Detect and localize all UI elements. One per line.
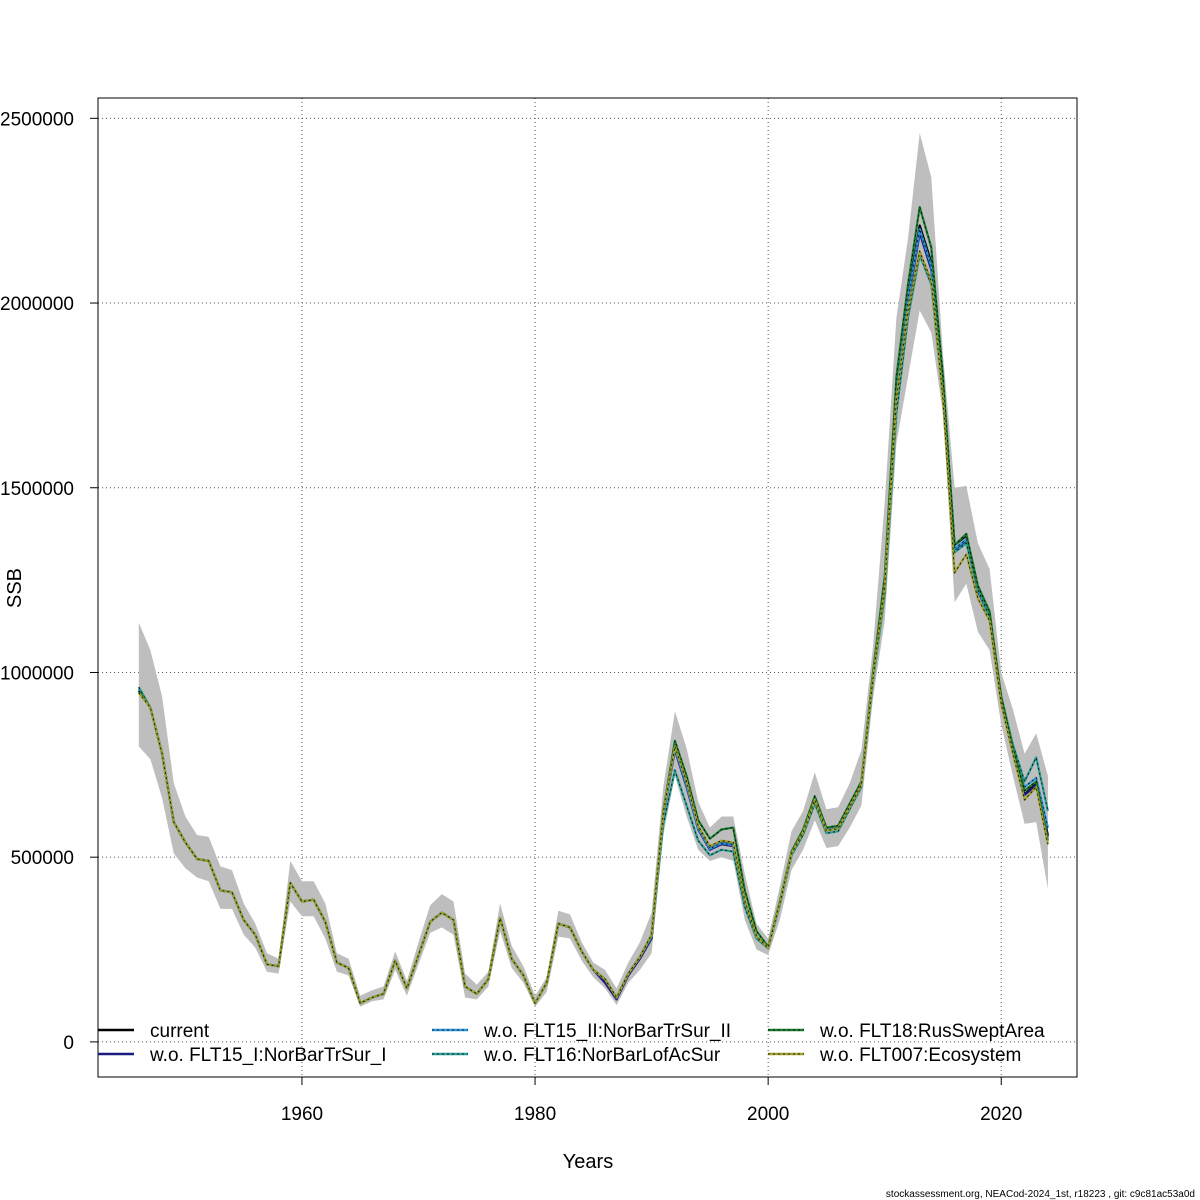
- x-tick-label: 2000: [747, 1104, 789, 1125]
- y-tick-label: 2500000: [0, 109, 74, 130]
- series-line-dash-5: [138, 249, 1049, 1005]
- legend-label-2: w.o. FLT15_II:NorBarTrSur_II: [483, 1021, 731, 1042]
- x-tick-label: 1960: [281, 1104, 323, 1125]
- legend-label-3: w.o. FLT16:NorBarLofAcSur: [483, 1045, 721, 1066]
- x-tick-label: 1980: [514, 1104, 556, 1125]
- y-axis-title: SSB: [4, 568, 26, 608]
- x-axis-title: Years: [563, 1151, 613, 1173]
- legend-label-5: w.o. FLT007:Ecosystem: [819, 1045, 1021, 1066]
- y-tick-label: 500000: [11, 848, 74, 869]
- y-tick-label: 2000000: [0, 294, 74, 315]
- footer-credit: stockassessment.org, NEACod-2024_1st, r1…: [886, 1189, 1195, 1200]
- legend-label-4: w.o. FLT18:RusSweptArea: [819, 1021, 1045, 1042]
- x-axis: 1960 1980 2000 2020: [281, 1077, 1022, 1125]
- plot-frame: [97, 97, 1078, 1078]
- legend: current w.o. FLT15_I:NorBarTrSur_I w.o. FL…: [98, 1021, 1045, 1066]
- legend-label-0: current: [150, 1021, 210, 1042]
- y-tick-label: 0: [63, 1033, 74, 1054]
- y-axis: 0 500000 1000000 1500000 2000000 2500000: [0, 109, 98, 1054]
- legend-label-1: w.o. FLT15_I:NorBarTrSur_I: [149, 1045, 387, 1066]
- series-lines: [137, 205, 1049, 1005]
- x-tick-label: 2020: [980, 1104, 1022, 1125]
- y-tick-label: 1000000: [0, 663, 74, 684]
- y-tick-label: 1500000: [0, 479, 74, 500]
